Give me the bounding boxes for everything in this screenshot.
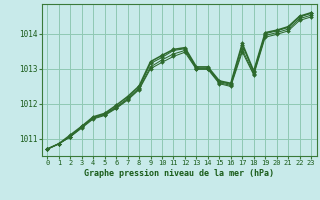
X-axis label: Graphe pression niveau de la mer (hPa): Graphe pression niveau de la mer (hPa) bbox=[84, 169, 274, 178]
